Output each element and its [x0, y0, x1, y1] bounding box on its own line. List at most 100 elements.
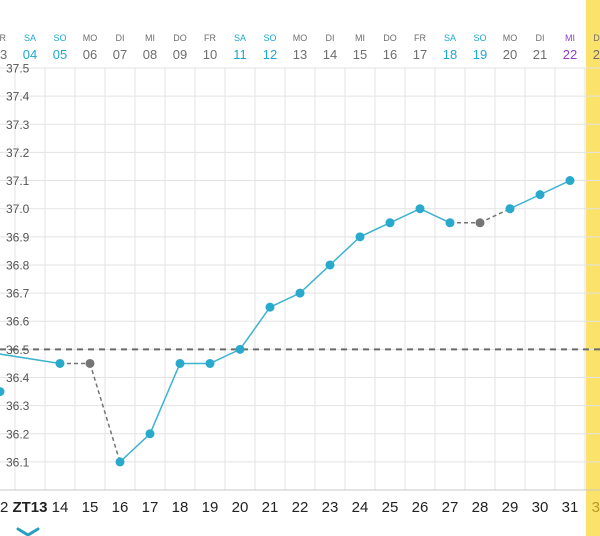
header-date[interactable]: 10 — [203, 47, 217, 62]
y-tick-label: 36.2 — [6, 427, 30, 441]
series-line-segment — [119, 433, 151, 463]
data-point[interactable] — [55, 358, 65, 368]
cycle-day-label[interactable]: 12 — [0, 499, 8, 516]
cycle-day-label[interactable]: 26 — [412, 499, 429, 516]
series-line-segment — [239, 306, 271, 350]
cycle-day-label[interactable]: ZT13 — [12, 499, 47, 516]
header-weekday: FR — [0, 33, 6, 43]
cycle-day-label[interactable]: 21 — [262, 499, 279, 516]
data-point[interactable] — [445, 218, 455, 228]
excluded-data-point[interactable] — [475, 218, 485, 228]
header-date[interactable]: 18 — [443, 47, 457, 62]
y-tick-label: 37.4 — [6, 90, 30, 104]
series-line-segment — [269, 292, 301, 308]
header-weekday: DO — [173, 33, 187, 43]
y-tick-label: 36.4 — [6, 371, 30, 385]
data-point[interactable] — [145, 429, 155, 439]
header-weekday: FR — [204, 33, 216, 43]
excluded-data-point[interactable] — [85, 358, 95, 368]
series-line-segment — [89, 363, 121, 463]
data-point[interactable] — [265, 302, 275, 312]
cycle-day-label[interactable]: 14 — [52, 499, 69, 516]
cycle-day-label[interactable]: 27 — [442, 499, 459, 516]
y-tick-label: 36.5 — [6, 343, 30, 357]
header-date[interactable]: 09 — [173, 47, 187, 62]
header-date[interactable]: 04 — [23, 47, 37, 62]
header-date[interactable]: 22 — [563, 47, 577, 62]
header-weekday: MO — [293, 33, 308, 43]
header-date[interactable]: 12 — [263, 47, 277, 62]
data-point[interactable] — [415, 204, 425, 214]
header-weekday: DI — [116, 33, 125, 43]
header-weekday: MI — [355, 33, 365, 43]
cycle-day-label[interactable]: 24 — [352, 499, 369, 516]
header-date[interactable]: 23 — [593, 47, 600, 62]
header-weekday: FR — [414, 33, 426, 43]
data-point[interactable] — [325, 260, 335, 270]
header-weekday: DO — [383, 33, 397, 43]
cycle-day-label[interactable]: 30 — [532, 499, 549, 516]
cycle-day-label[interactable]: 18 — [172, 499, 189, 516]
cycle-day-label[interactable]: 25 — [382, 499, 399, 516]
cycle-day-label[interactable]: 32 — [592, 499, 600, 516]
data-point[interactable] — [385, 218, 395, 228]
header-date[interactable]: 07 — [113, 47, 127, 62]
series-line-segment — [479, 208, 511, 224]
data-point[interactable] — [295, 288, 305, 298]
cycle-day-label[interactable]: 17 — [142, 499, 159, 516]
data-point[interactable] — [505, 204, 515, 214]
header-date[interactable]: 20 — [503, 47, 517, 62]
cycle-day-label[interactable]: 29 — [502, 499, 519, 516]
header-date[interactable]: 06 — [83, 47, 97, 62]
header-weekday: SO — [263, 33, 276, 43]
header-weekday: DI — [326, 33, 335, 43]
data-point[interactable] — [175, 358, 185, 368]
y-tick-label: 36.9 — [6, 230, 30, 244]
cycle-day-label[interactable]: 15 — [82, 499, 99, 516]
header-date[interactable]: 17 — [413, 47, 427, 62]
cycle-day-label[interactable]: 20 — [232, 499, 249, 516]
y-tick-label: 37.1 — [6, 174, 30, 188]
series-line-segment — [209, 348, 241, 365]
series-line-segment — [539, 179, 571, 196]
y-tick-label: 37.0 — [6, 202, 30, 216]
y-tick-label: 36.6 — [6, 315, 30, 329]
data-point[interactable] — [565, 176, 575, 186]
data-point[interactable] — [355, 232, 365, 242]
header-date[interactable]: 08 — [143, 47, 157, 62]
y-tick-label: 37.5 — [6, 62, 30, 76]
header-weekday: MI — [145, 33, 155, 43]
cycle-day-label[interactable]: 28 — [472, 499, 489, 516]
chevron-down-icon[interactable] — [16, 527, 40, 536]
data-point[interactable] — [115, 457, 125, 467]
data-point[interactable] — [0, 387, 5, 397]
series-line-segment — [359, 222, 391, 238]
cycle-day-label[interactable]: 16 — [112, 499, 129, 516]
header-weekday: SA — [24, 33, 36, 43]
header-date[interactable]: 19 — [473, 47, 487, 62]
data-point[interactable] — [235, 344, 245, 354]
header-weekday: SO — [53, 33, 66, 43]
series-line-segment — [419, 208, 451, 224]
header-date[interactable]: 14 — [323, 47, 337, 62]
header-date[interactable]: 13 — [293, 47, 307, 62]
header-date[interactable]: 15 — [353, 47, 367, 62]
header-date[interactable]: 05 — [53, 47, 67, 62]
header-weekday: SA — [444, 33, 456, 43]
header-weekday: MO — [83, 33, 98, 43]
header-date[interactable]: 03 — [0, 47, 7, 62]
data-point[interactable] — [535, 190, 545, 200]
data-point[interactable] — [205, 358, 215, 368]
header-date[interactable]: 16 — [383, 47, 397, 62]
y-tick-label: 37.3 — [6, 118, 30, 132]
header-date[interactable]: 11 — [233, 47, 247, 62]
highlight-day-column — [586, 0, 600, 536]
cycle-day-label[interactable]: 19 — [202, 499, 219, 516]
header-date[interactable]: 21 — [533, 47, 547, 62]
header-weekday: SA — [234, 33, 246, 43]
cycle-day-label[interactable]: 31 — [562, 499, 579, 516]
cycle-day-label[interactable]: 23 — [322, 499, 339, 516]
cycle-day-label[interactable]: 22 — [292, 499, 309, 516]
header-weekday: DI — [536, 33, 545, 43]
